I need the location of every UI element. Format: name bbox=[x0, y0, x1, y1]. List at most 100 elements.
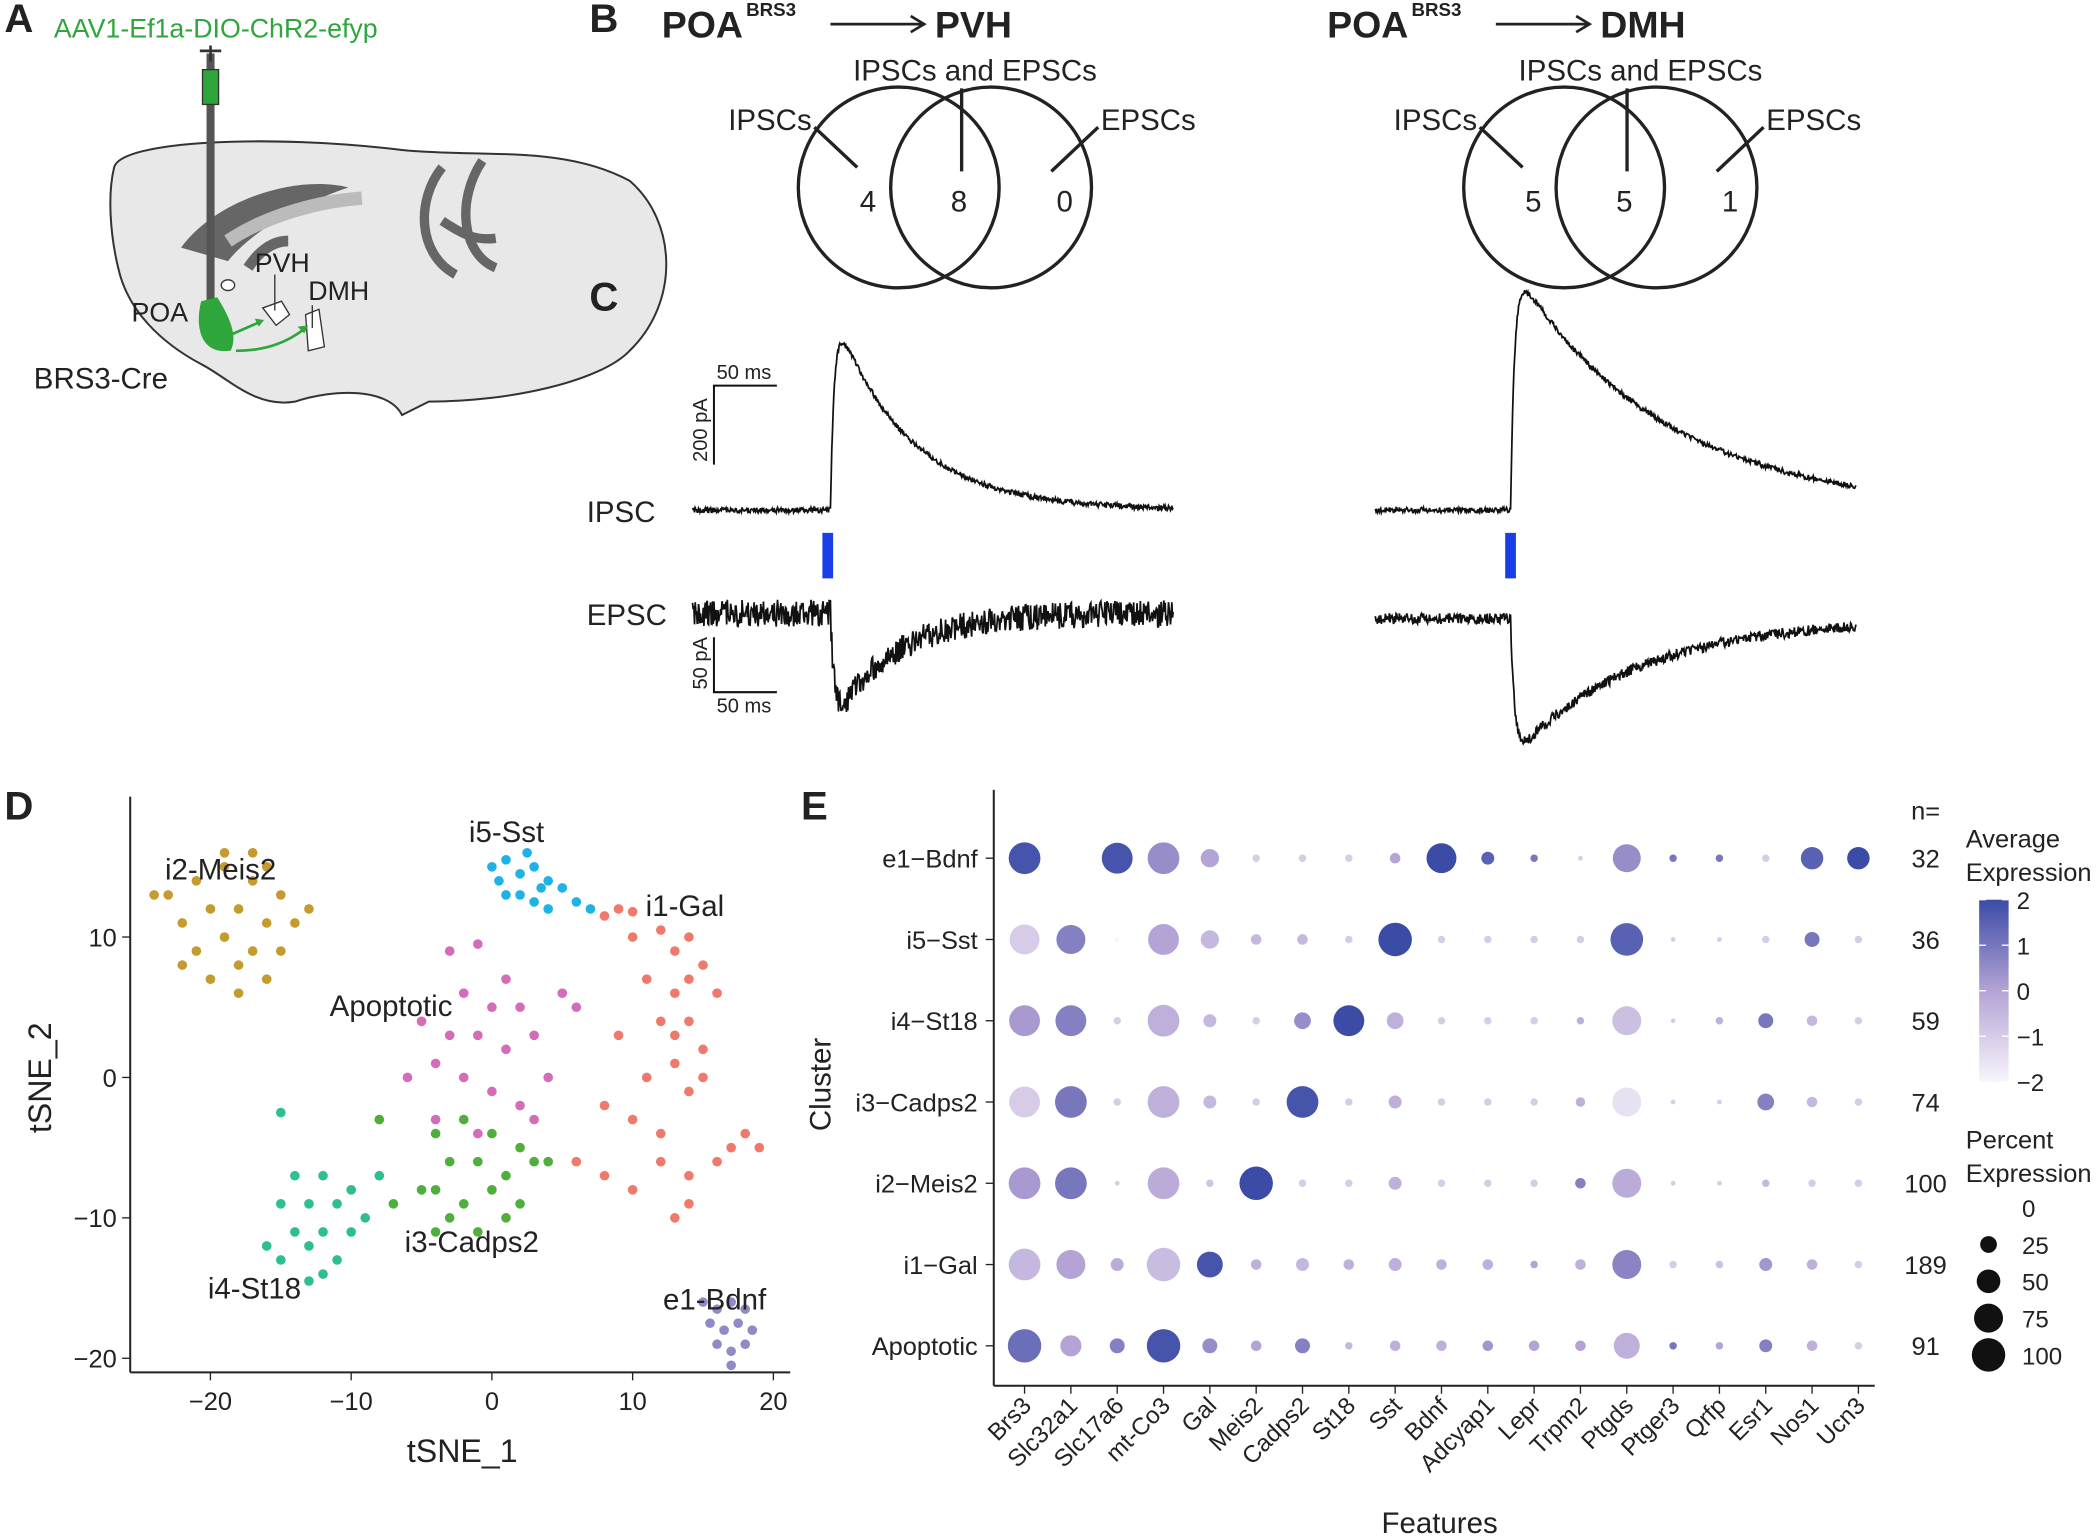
point bbox=[247, 847, 258, 858]
x-axis-title: tSNE_1 bbox=[407, 1433, 518, 1469]
point bbox=[219, 932, 230, 942]
y-tick-label: 0 bbox=[103, 1065, 117, 1093]
dot bbox=[1575, 1259, 1586, 1270]
dot bbox=[1203, 1095, 1217, 1109]
trace bbox=[691, 598, 1175, 713]
venn-count: 1 bbox=[1722, 186, 1738, 219]
dot bbox=[1484, 1016, 1492, 1025]
point bbox=[487, 862, 497, 872]
point bbox=[247, 946, 258, 956]
dot bbox=[1200, 849, 1220, 868]
dot bbox=[1806, 1340, 1818, 1352]
dot bbox=[1482, 1259, 1494, 1270]
venn-label: EPSCs bbox=[1766, 104, 1861, 137]
point bbox=[501, 854, 511, 865]
dot bbox=[1426, 843, 1457, 874]
dot bbox=[1757, 1093, 1775, 1111]
dot bbox=[1239, 1166, 1273, 1201]
cluster-label: e1-Bdnf bbox=[663, 1283, 767, 1316]
color-tick-label: 2 bbox=[2017, 888, 2030, 915]
dot bbox=[1148, 924, 1179, 955]
venn-leader bbox=[813, 88, 1100, 173]
point bbox=[261, 974, 272, 984]
point bbox=[501, 1044, 511, 1055]
point bbox=[458, 1199, 469, 1209]
point bbox=[740, 1128, 751, 1139]
point bbox=[536, 883, 546, 893]
point bbox=[374, 1114, 385, 1125]
venn-label: IPSCs bbox=[728, 104, 811, 137]
y-axis-title: Cluster bbox=[804, 1038, 837, 1131]
dot bbox=[1286, 1086, 1319, 1118]
point bbox=[571, 897, 582, 907]
dot bbox=[1717, 937, 1722, 942]
point bbox=[613, 1030, 624, 1041]
dot bbox=[1009, 924, 1040, 955]
point bbox=[177, 960, 188, 970]
dot bbox=[1345, 1342, 1353, 1350]
dot bbox=[1806, 1015, 1818, 1027]
point bbox=[522, 847, 532, 858]
point bbox=[430, 1184, 441, 1195]
point bbox=[275, 1199, 286, 1209]
dot bbox=[1482, 1340, 1494, 1352]
dot bbox=[1530, 1260, 1538, 1269]
point bbox=[698, 1044, 708, 1055]
trace-label: EPSC bbox=[587, 599, 667, 632]
point bbox=[670, 1058, 680, 1069]
point bbox=[430, 1058, 441, 1069]
size-tick-label: 0 bbox=[2022, 1196, 2035, 1223]
point bbox=[501, 1213, 511, 1223]
dot bbox=[1333, 1005, 1365, 1037]
point bbox=[515, 1142, 525, 1153]
size-tick-label: 75 bbox=[2022, 1306, 2049, 1333]
dot bbox=[1528, 1340, 1540, 1352]
x-tick-label: Ucn3 bbox=[1812, 1392, 1871, 1451]
venn-count: 0 bbox=[1057, 186, 1073, 219]
dot bbox=[1669, 1260, 1677, 1269]
point bbox=[191, 876, 202, 886]
dot bbox=[1715, 1260, 1724, 1269]
point bbox=[233, 988, 244, 999]
scale-label: 50 ms bbox=[717, 362, 772, 384]
point bbox=[655, 1156, 666, 1167]
dot bbox=[1612, 1006, 1642, 1036]
dot bbox=[1800, 846, 1824, 870]
venn-title-sup: BRS3 bbox=[746, 0, 796, 20]
cluster-label: Apoptotic bbox=[330, 990, 453, 1023]
virus-label: AAV1-Ef1a-DIO-ChR2-efyp bbox=[54, 13, 378, 43]
dot bbox=[1009, 1005, 1040, 1037]
venn-circle bbox=[1554, 85, 1759, 290]
point bbox=[290, 1170, 300, 1181]
point bbox=[501, 1170, 511, 1181]
trace bbox=[1374, 611, 1857, 746]
dot bbox=[1200, 930, 1220, 949]
dot bbox=[1530, 935, 1538, 944]
point bbox=[261, 862, 272, 872]
y-tick-label: Apoptotic bbox=[872, 1333, 978, 1361]
point bbox=[740, 1339, 751, 1350]
point bbox=[402, 1072, 413, 1083]
point bbox=[670, 1213, 680, 1223]
dot bbox=[1762, 854, 1770, 862]
point bbox=[487, 1002, 497, 1013]
scale-bar bbox=[712, 384, 777, 694]
point bbox=[473, 1030, 483, 1041]
dot bbox=[1252, 1098, 1260, 1106]
point bbox=[275, 890, 286, 900]
dot bbox=[1854, 1098, 1863, 1106]
light-pulse bbox=[1505, 532, 1516, 579]
x-tick-label: 20 bbox=[759, 1388, 787, 1416]
point bbox=[458, 1072, 469, 1083]
dot bbox=[1008, 1167, 1041, 1200]
point bbox=[304, 1241, 314, 1251]
point bbox=[473, 1128, 483, 1139]
point bbox=[599, 1170, 610, 1181]
dot bbox=[1576, 935, 1585, 944]
dot bbox=[1146, 1329, 1181, 1363]
dot bbox=[1060, 1335, 1082, 1357]
point bbox=[712, 1156, 722, 1167]
point bbox=[444, 1213, 455, 1223]
point bbox=[487, 1184, 497, 1195]
point bbox=[205, 974, 216, 984]
